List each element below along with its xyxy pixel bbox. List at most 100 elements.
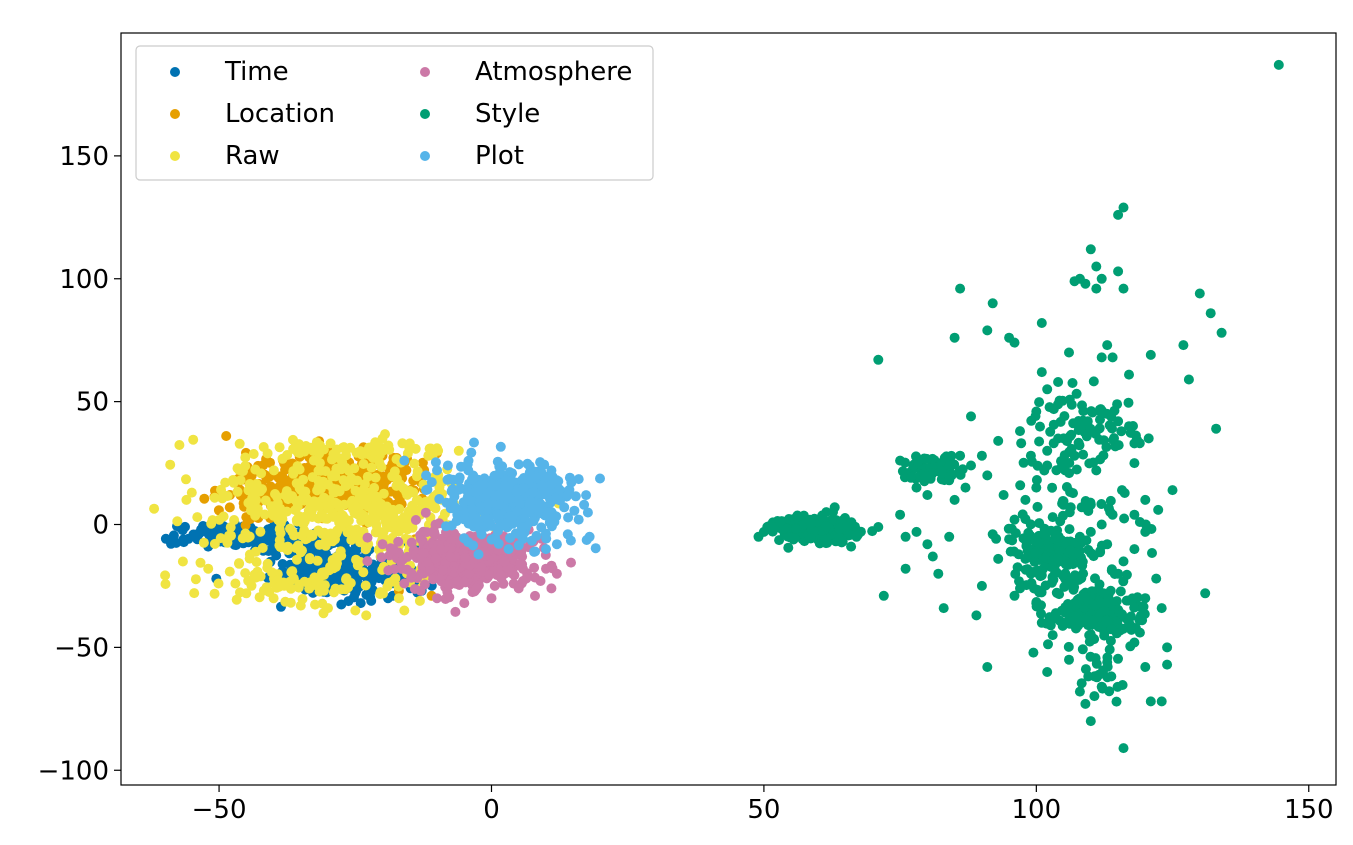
data-point	[1055, 416, 1066, 427]
data-point	[459, 598, 470, 609]
data-point	[1004, 534, 1015, 545]
data-point	[471, 583, 482, 594]
data-point	[240, 568, 251, 579]
data-point	[971, 610, 982, 621]
data-point	[1091, 658, 1102, 669]
data-point	[1089, 691, 1100, 702]
data-point	[525, 496, 536, 507]
data-point	[499, 556, 510, 567]
data-point	[168, 530, 179, 541]
legend-label: Atmosphere	[475, 57, 632, 87]
data-point	[1040, 580, 1051, 591]
data-point	[841, 521, 852, 532]
data-point	[389, 466, 400, 477]
legend-marker	[420, 67, 430, 77]
y-tick-label: 100	[59, 265, 109, 295]
data-point	[288, 468, 299, 479]
data-point	[250, 486, 261, 497]
data-point	[595, 473, 605, 484]
data-point	[273, 515, 284, 526]
data-point	[1129, 637, 1140, 648]
data-point	[291, 514, 302, 525]
data-point	[331, 463, 342, 474]
data-point	[1082, 416, 1093, 427]
data-point	[1064, 394, 1075, 405]
data-point	[467, 504, 478, 515]
data-point	[246, 580, 257, 591]
data-point	[1119, 488, 1130, 498]
data-point	[483, 499, 494, 509]
series-plot	[399, 437, 605, 560]
data-point	[198, 521, 208, 531]
data-point	[476, 561, 487, 572]
data-point	[1009, 337, 1020, 348]
data-point	[195, 557, 206, 568]
data-point	[566, 557, 576, 568]
data-point	[1025, 450, 1036, 461]
data-point	[1066, 429, 1077, 440]
data-point	[944, 460, 955, 471]
data-point	[285, 523, 295, 534]
data-point	[394, 479, 405, 490]
data-point	[209, 492, 220, 503]
data-point	[414, 595, 425, 606]
data-point	[1047, 482, 1058, 493]
data-point	[224, 566, 235, 577]
data-point	[442, 474, 453, 485]
data-point	[993, 435, 1004, 446]
data-point	[228, 475, 238, 485]
data-point	[309, 572, 320, 583]
data-point	[1018, 533, 1029, 544]
data-point	[513, 540, 524, 551]
data-point	[1140, 593, 1151, 604]
data-point	[895, 455, 906, 466]
data-point	[232, 486, 243, 497]
data-point	[1071, 388, 1082, 399]
data-point	[1012, 562, 1023, 573]
data-point	[1054, 395, 1065, 406]
data-point	[504, 511, 515, 522]
data-point	[482, 513, 493, 524]
data-point	[1042, 445, 1053, 456]
data-point	[1118, 556, 1129, 567]
data-point	[396, 466, 407, 477]
data-point	[535, 457, 546, 468]
data-point	[267, 567, 277, 578]
data-point	[420, 507, 431, 518]
data-point	[1067, 378, 1078, 388]
data-point	[581, 490, 592, 501]
data-point	[1064, 458, 1075, 468]
data-point	[1156, 696, 1167, 707]
data-point	[230, 578, 241, 589]
data-point	[1063, 641, 1074, 652]
data-point	[1061, 482, 1072, 492]
data-point	[421, 470, 432, 481]
data-point	[368, 568, 379, 579]
data-point	[546, 465, 557, 476]
data-point	[1145, 349, 1156, 360]
data-point	[1043, 639, 1053, 650]
data-point	[1031, 598, 1042, 609]
data-point	[379, 472, 389, 483]
data-point	[447, 496, 458, 507]
data-point	[1026, 415, 1037, 426]
data-point	[1129, 438, 1140, 449]
data-point	[562, 490, 573, 500]
data-point	[412, 495, 423, 506]
data-point	[220, 477, 231, 488]
data-point	[873, 522, 884, 532]
data-point	[1015, 480, 1026, 491]
legend-item-style: Style	[420, 99, 540, 129]
data-point	[1102, 340, 1113, 351]
data-point	[820, 521, 831, 532]
data-point	[274, 524, 285, 535]
data-point	[288, 434, 298, 445]
data-point	[320, 466, 331, 477]
data-point	[1205, 308, 1216, 319]
data-point	[1145, 696, 1156, 707]
data-point	[982, 662, 993, 672]
data-point	[927, 551, 938, 562]
data-point	[503, 544, 514, 555]
data-point	[327, 454, 337, 465]
data-point	[1055, 516, 1066, 527]
